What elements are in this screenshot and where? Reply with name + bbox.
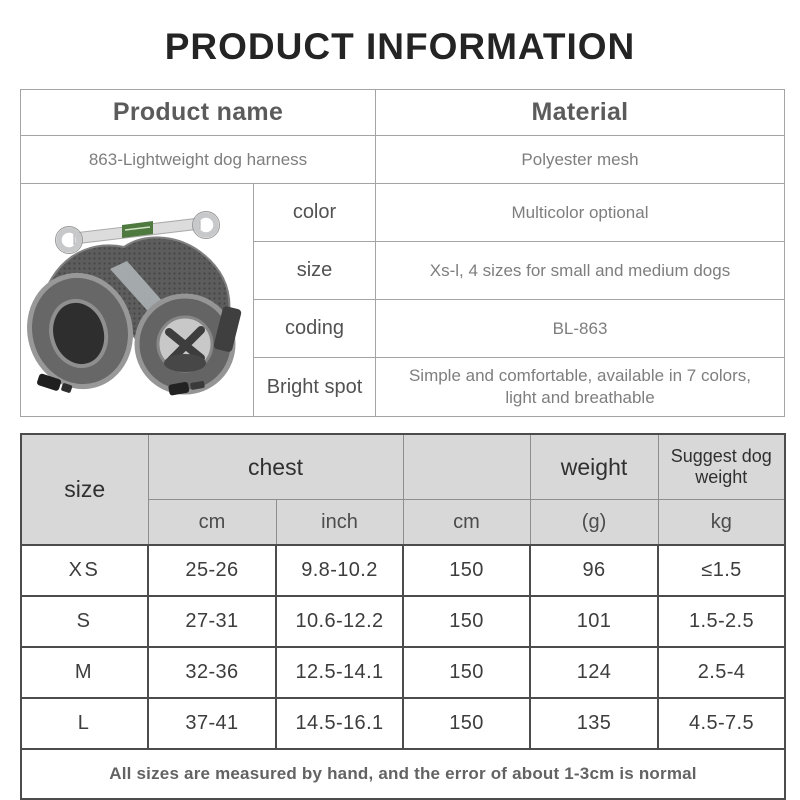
product-photo-cell [20,183,254,417]
cell-weight-g: 101 [529,595,660,648]
cell-dog-weight-kg: 4.5-7.5 [657,697,787,750]
cell-chest-cm: 32-36 [147,646,277,699]
cell-chest-cm: 37-41 [147,697,277,750]
page-title: PRODUCT INFORMATION [164,26,636,67]
spec-value-bright-spot: Simple and comfortable, available in 7 c… [375,357,785,417]
handle-strap [73,217,200,245]
size-chart-table: size chest weight Suggest dog weight cm … [19,433,787,800]
buckle-right-icon [167,381,205,396]
cell-weight-g: 96 [529,544,660,597]
unit-chest-inch: inch [275,499,404,546]
cell-size: XS [20,544,149,597]
cell-chest-cm: 25-26 [147,544,277,597]
spec-row-size: size Xs-l, 4 sizes for small and medium … [21,241,785,300]
unit-weight-g: (g) [529,499,659,546]
spec-label-coding: coding [253,299,376,358]
cell-size: S [20,595,149,648]
spec-label-bright-spot: Bright spot [253,357,376,417]
col-header-chest: chest [147,433,404,500]
d-ring-left-icon [55,227,82,253]
cell-dog-weight-kg: ≤1.5 [657,544,787,597]
spec-label-color: color [253,183,376,242]
brand-label [121,221,153,238]
cell-chest-inch: 9.8-10.2 [274,544,405,597]
unit-chest-cm: cm [147,499,277,546]
neck-hole [26,272,133,390]
cell-length-cm: 150 [402,544,532,597]
col-header-blank [402,433,531,500]
cell-weight-g: 124 [529,646,660,699]
spec-value-color: Multicolor optional [375,183,785,242]
col-header-weight: weight [529,433,659,500]
info-header-row: Product name Material [20,89,785,136]
cell-size: M [20,646,149,699]
size-chart-header-row-1: size chest weight Suggest dog weight [20,433,786,546]
col-header-suggest-dog-weight: Suggest dog weight [657,433,786,500]
size-row-l: L 37-41 14.5-16.1 150 135 4.5-7.5 [20,697,787,750]
cell-chest-inch: 10.6-12.2 [274,595,405,648]
unit-length-cm: cm [402,499,531,546]
cell-size: L [20,697,149,750]
measurement-note-row: All sizes are measured by hand, and the … [19,748,787,800]
cell-chest-inch: 14.5-16.1 [274,697,405,750]
size-row-m: M 32-36 12.5-14.1 150 124 2.5-4 [20,646,787,699]
d-ring-right-icon [192,212,219,238]
size-row-s: S 27-31 10.6-12.2 150 101 1.5-2.5 [20,595,787,648]
cell-weight-g: 135 [529,697,660,750]
spec-row-bright-spot: Bright spot Simple and comfortable, avai… [21,357,785,417]
harness-photo [26,211,241,396]
info-header-product-name: Product name [20,89,376,136]
info-header-material: Material [375,89,785,136]
cell-length-cm: 150 [402,595,532,648]
spec-value-coding: BL-863 [375,299,785,358]
cell-chest-inch: 12.5-14.1 [274,646,405,699]
size-chart-header-row-2: cm inch cm (g) kg [21,499,786,546]
col-header-size: size [20,433,149,546]
spec-value-size: Xs-l, 4 sizes for small and medium dogs [375,241,785,300]
measurement-note: All sizes are measured by hand, and the … [19,748,787,800]
spec-row-coding: coding BL-863 [21,299,785,358]
material-value: Polyester mesh [375,135,785,184]
buckle-left-icon [36,373,72,393]
cell-chest-cm: 27-31 [147,595,277,648]
info-name-row: 863-Lightweight dog harness Polyester me… [20,135,785,184]
product-name-value: 863-Lightweight dog harness [20,135,376,184]
cell-dog-weight-kg: 2.5-4 [657,646,787,699]
cell-dog-weight-kg: 1.5-2.5 [657,595,787,648]
leg-hole [134,293,235,395]
spec-row-color: color Multicolor optional [20,183,785,417]
unit-dog-weight-kg: kg [657,499,786,546]
velcro-patch [213,306,241,352]
spec-label-size: size [253,241,376,300]
cell-length-cm: 150 [402,646,532,699]
size-row-xs: XS 25-26 9.8-10.2 150 96 ≤1.5 [20,544,787,597]
cell-length-cm: 150 [402,697,532,750]
info-table: Product name Material 863-Lightweight do… [20,89,785,417]
